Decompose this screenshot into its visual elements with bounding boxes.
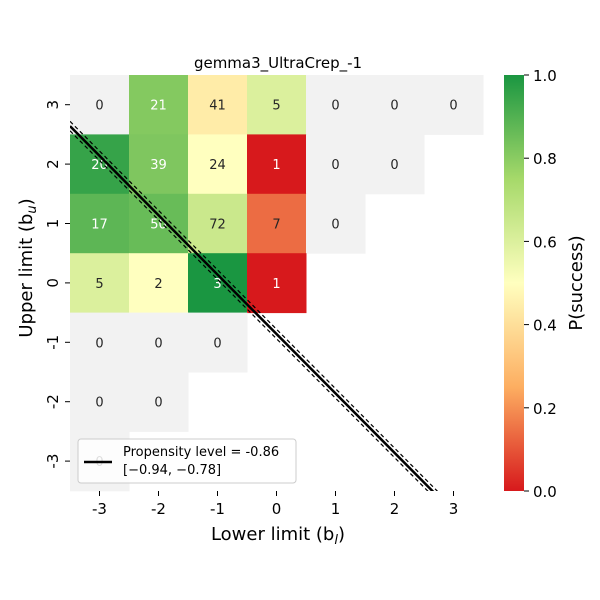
cell-count-label: 0 — [95, 336, 103, 351]
heatmap-cell — [129, 134, 189, 195]
cell-count-label: 0 — [331, 158, 339, 173]
heatmap-cell — [247, 134, 307, 195]
x-axis-label-main: Lower limit (b — [211, 524, 334, 545]
chart-title: gemma3_UltraCrep_-1 — [194, 54, 362, 73]
cell-count-label: 3 — [213, 277, 221, 292]
heatmap-cell — [306, 193, 366, 254]
colorbar-ticks: 0.0 0.2 0.4 0.6 0.8 1.0 — [524, 67, 557, 501]
heatmap-cell — [306, 134, 366, 195]
propensity-line — [70, 125, 435, 491]
y-axis-label-close: ) — [16, 198, 37, 205]
x-axis-label-sub: l — [334, 533, 338, 548]
cell-count-label: 21 — [150, 99, 167, 114]
y-axis-label-main: Upper limit (b — [16, 214, 37, 338]
cell-count-label: 0 — [390, 99, 398, 114]
cell-count-label: 17 — [91, 218, 108, 233]
x-axis-label-close: ) — [338, 524, 345, 545]
heatmap-cell — [365, 134, 425, 195]
y-tick-label: 0 — [44, 278, 62, 288]
cell-count-label: 0 — [449, 99, 457, 114]
heatmap-cell — [247, 75, 307, 135]
x-tick-label: 3 — [449, 500, 459, 518]
colorbar-tick-label: 0.4 — [533, 317, 557, 335]
x-axis-label: Lower limit (bl) — [211, 524, 345, 548]
heatmap-cell — [70, 372, 130, 432]
cell-count-label: 0 — [154, 336, 162, 351]
cell-count-label: 7 — [272, 218, 280, 233]
colorbar-tick-label: 1.0 — [533, 67, 557, 85]
colorbar-gradient — [504, 75, 524, 491]
y-axis-label-sub: u — [25, 205, 40, 213]
cell-count-label: 2 — [154, 277, 162, 292]
x-tick-label: 0 — [272, 500, 282, 518]
cell-count-label: 5 — [272, 99, 280, 114]
y-tick-label: 3 — [44, 100, 62, 110]
heatmap-cell — [70, 134, 130, 195]
cell-count-label: 1 — [272, 277, 280, 292]
x-axis-ticks: -3 -2 -1 0 1 2 3 — [92, 491, 458, 518]
cell-count-label: 24 — [209, 158, 226, 173]
cell-count-label: 0 — [213, 336, 221, 351]
x-tick-label: -3 — [92, 500, 107, 518]
y-axis-label: Upper limit (bu) — [16, 198, 40, 337]
propensity-lines — [70, 120, 439, 491]
cell-count-label: 0 — [95, 99, 103, 114]
cell-count-label: 0 — [390, 158, 398, 173]
colorbar-tick-label: 0.0 — [533, 483, 557, 501]
heatmap-cell — [247, 253, 307, 314]
cell-count-label: 5 — [95, 277, 103, 292]
x-tick-label: 2 — [390, 500, 400, 518]
legend: Propensity level = -0.86 [−0.94, −0.78] — [77, 438, 297, 484]
cell-count-label: 0 — [154, 396, 162, 411]
x-tick-label: -2 — [151, 500, 166, 518]
heatmap-cell — [70, 75, 130, 135]
colorbar-tick-label: 0.8 — [533, 150, 557, 168]
x-tick-label: 1 — [331, 500, 341, 518]
cell-count-label: 0 — [331, 218, 339, 233]
heatmap-cell — [70, 253, 130, 314]
heatmap-cell — [129, 312, 189, 373]
cell-count-label: 41 — [209, 99, 226, 114]
heatmap-cell — [188, 253, 248, 314]
cell-count-label: 50 — [150, 218, 167, 233]
heatmap-cell — [70, 312, 130, 373]
y-tick-label: -3 — [44, 454, 62, 469]
heatmap-cell — [188, 312, 248, 373]
heatmap-cell — [129, 75, 189, 135]
heatmap-cell — [188, 75, 248, 135]
y-tick-label: 2 — [44, 159, 62, 169]
legend-box — [77, 438, 297, 484]
legend-interval: [−0.94, −0.78] — [123, 463, 221, 478]
heatmap-cell — [129, 193, 189, 254]
y-tick-label: -1 — [44, 335, 62, 350]
cell-count-label: 1 — [272, 158, 280, 173]
colorbar: 0.0 0.2 0.4 0.6 0.8 1.0 P(success) — [504, 67, 587, 501]
y-tick-label: -2 — [44, 394, 62, 409]
heatmap-cell — [424, 75, 484, 135]
cell-count-label: 39 — [150, 158, 167, 173]
colorbar-label: P(success) — [566, 235, 587, 330]
colorbar-tick-label: 0.2 — [533, 400, 557, 418]
cell-count-label: 20 — [91, 158, 108, 173]
heatmap-cell — [129, 253, 189, 314]
heatmap-cell — [306, 75, 366, 135]
heatmap-cell — [188, 193, 248, 254]
cell-count-label: 0 — [95, 396, 103, 411]
x-tick-label: -1 — [210, 500, 225, 518]
heatmap-cell — [365, 75, 425, 135]
heatmap-cells: 021415000203924100175072705231000000 — [70, 75, 484, 492]
heatmap-cell — [129, 372, 189, 432]
heatmap-cell — [247, 193, 307, 254]
heatmap-cell — [70, 193, 130, 254]
heatmap-cell — [188, 134, 248, 195]
legend-label: Propensity level = -0.86 — [123, 445, 279, 460]
colorbar-tick-label: 0.6 — [533, 233, 557, 251]
y-tick-label: 1 — [44, 219, 62, 229]
cell-count-label: 72 — [209, 218, 226, 233]
cell-count-label: 0 — [331, 99, 339, 114]
y-axis-ticks: 3 2 1 0 -1 -2 -3 — [44, 100, 70, 469]
